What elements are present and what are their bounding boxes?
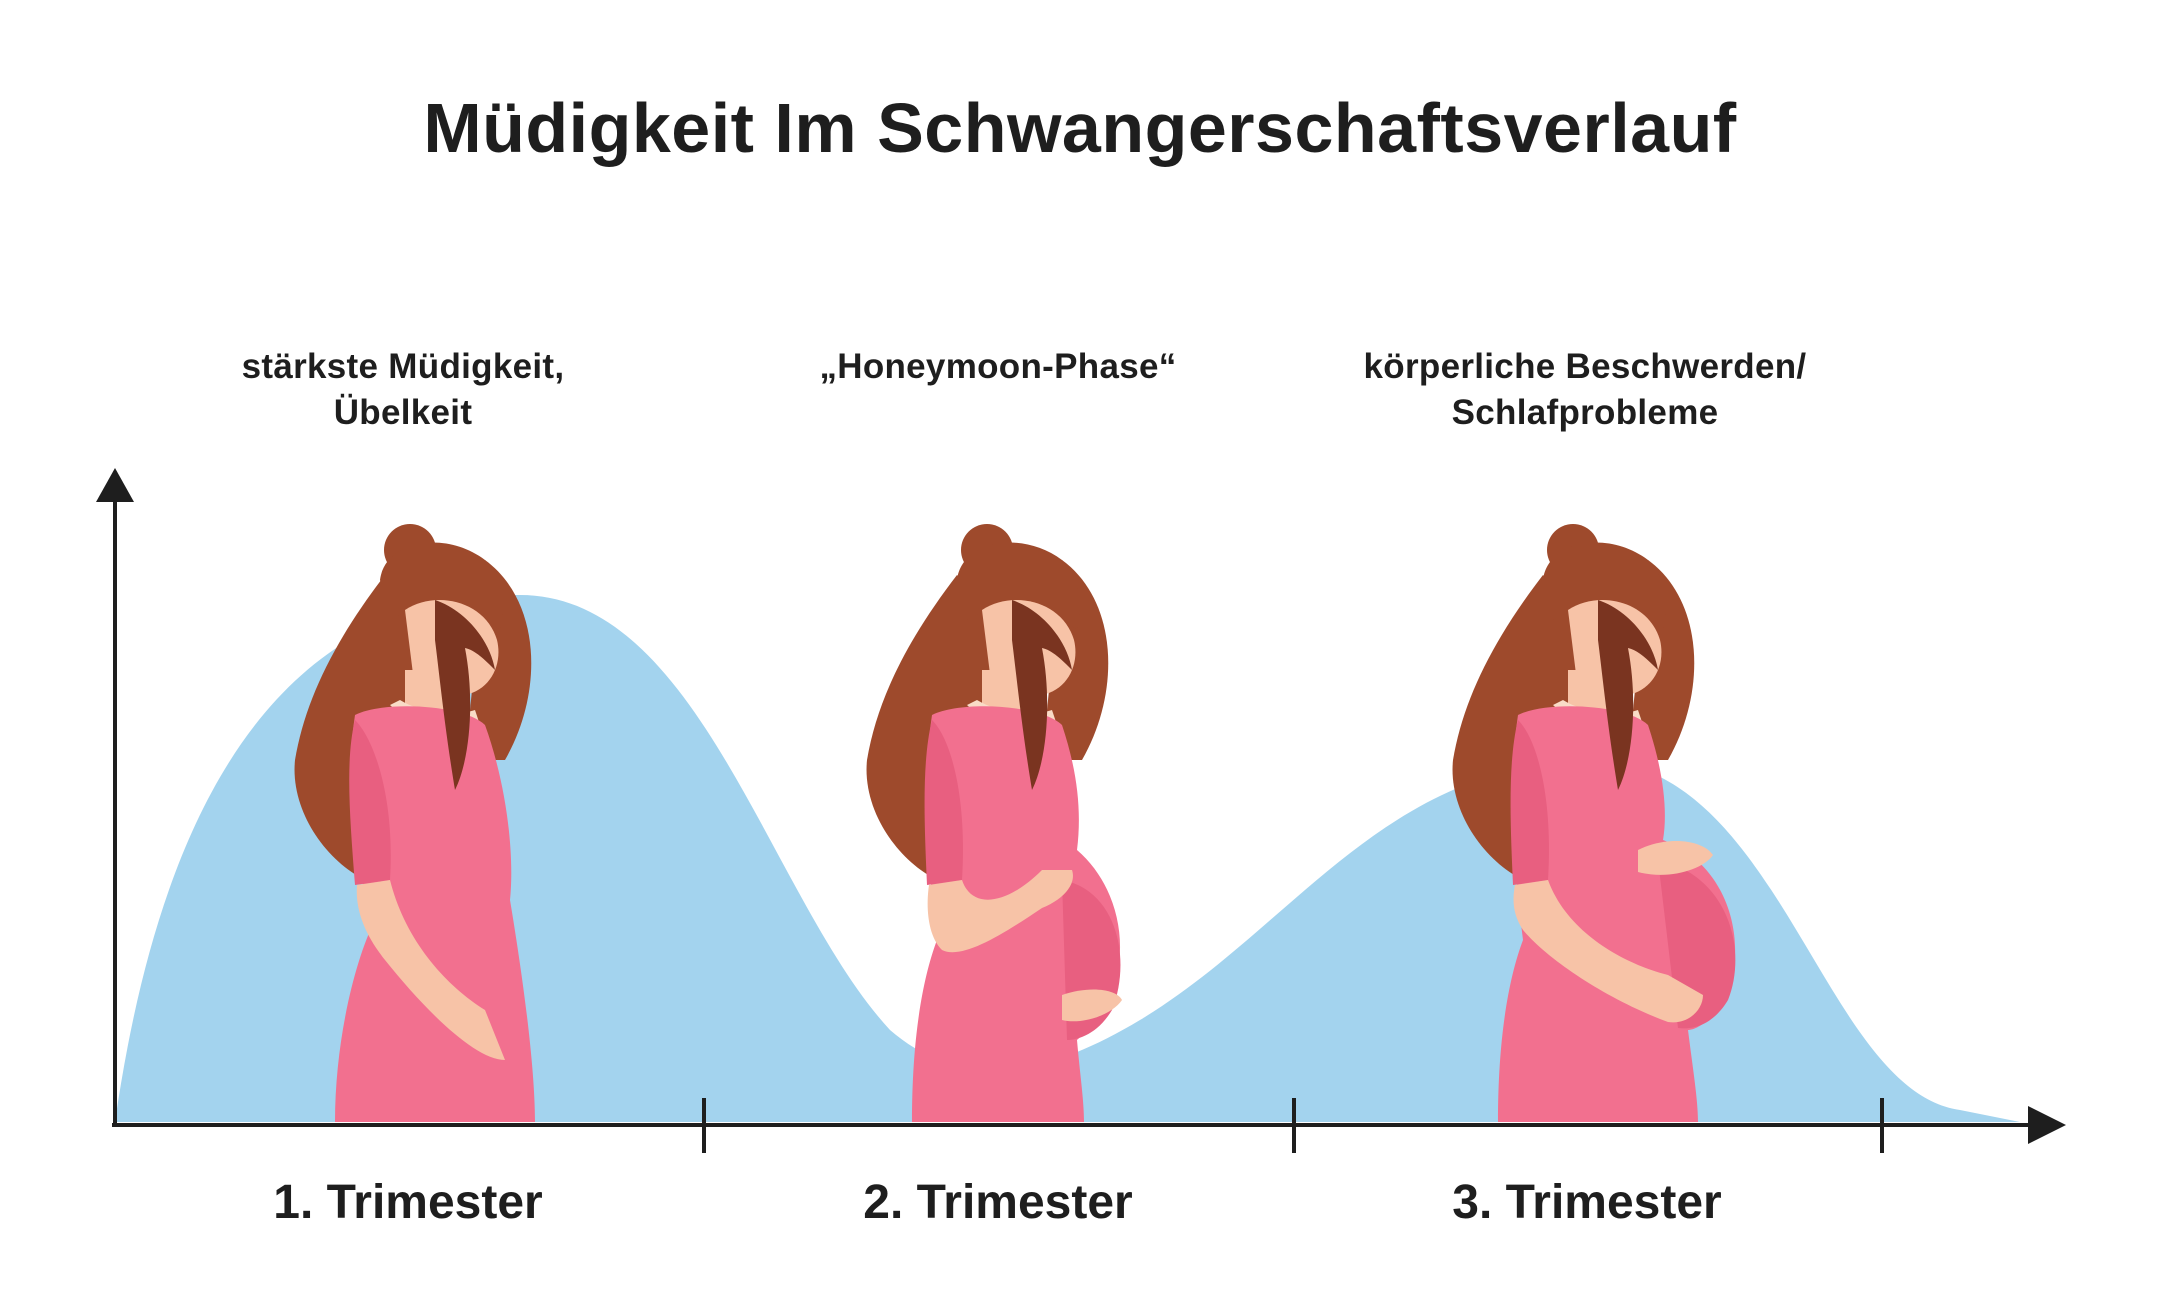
page-title: Müdigkeit Im Schwangerschaftsverlauf — [423, 89, 1737, 167]
trimester-label-2: 2. Trimester — [863, 1176, 1132, 1229]
hair-front — [1598, 600, 1658, 790]
x-axis-arrowhead — [2028, 1106, 2066, 1144]
annotation-3-line-2: Schlafprobleme — [1452, 393, 1719, 432]
sleeve — [924, 720, 963, 885]
neck — [1568, 670, 1608, 710]
axes — [96, 468, 2066, 1153]
lower-hand — [1062, 989, 1122, 1022]
upper-hand — [1638, 840, 1713, 875]
annotation-2-line-1: „Honeymoon-Phase“ — [819, 347, 1176, 386]
arm — [1513, 880, 1703, 1023]
hair-front — [1012, 600, 1072, 790]
neck — [405, 670, 445, 710]
annotation-1-line-1: stärkste Müdigkeit, — [242, 347, 565, 386]
annotation-3-line-1: körperliche Beschwerden/ — [1364, 347, 1807, 386]
sleeve — [349, 720, 391, 885]
woman-trimester-3 — [1452, 524, 1736, 1122]
hair-front — [435, 600, 495, 790]
y-axis-arrowhead — [96, 468, 134, 502]
trimester-label-3: 3. Trimester — [1452, 1176, 1721, 1229]
arm — [927, 870, 1073, 953]
annotation-1-line-2: Übelkeit — [334, 393, 473, 432]
trimester-label-1: 1. Trimester — [273, 1176, 542, 1229]
arm — [356, 880, 505, 1060]
woman-trimester-1 — [294, 524, 535, 1122]
woman-trimester-2 — [866, 524, 1122, 1122]
neck — [982, 670, 1022, 710]
sleeve — [1510, 720, 1549, 885]
